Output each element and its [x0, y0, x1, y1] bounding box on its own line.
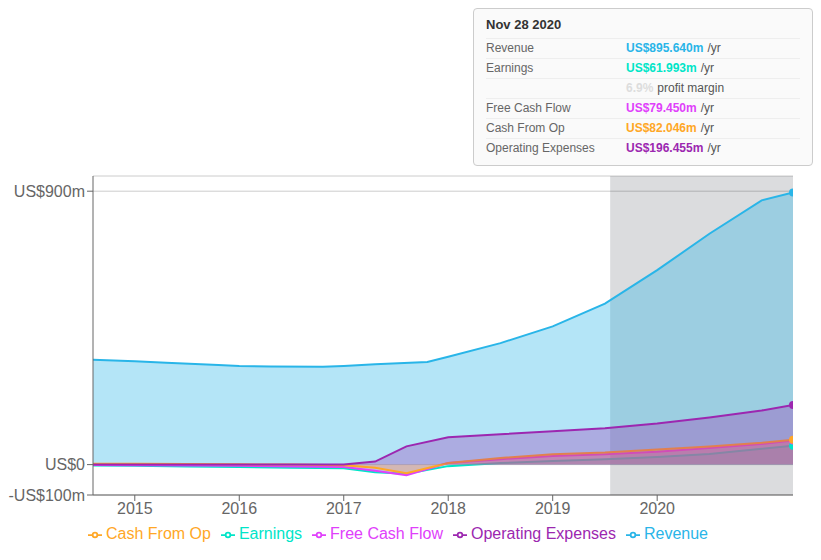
- html-text:Operating Expenses: Operating Expenses: [471, 525, 616, 542]
- svg-text:US$900m: US$900m: [14, 183, 85, 200]
- html-text:Free Cash Flow: Free Cash Flow: [486, 101, 571, 115]
- html-text:Earnings: Earnings: [238, 525, 303, 542]
- svg-text:2020: 2020: [639, 500, 675, 517]
- html-text:US$895.640m /yr: US$895.640m /yr: [626, 41, 721, 55]
- html-text:US$82.046m /yr: US$82.046m /yr: [626, 121, 715, 135]
- svg-text:2015: 2015: [117, 500, 153, 517]
- html-text:6.9% profit margin: 6.9% profit margin: [626, 81, 725, 95]
- html-text:Cash From Op: Cash From Op: [486, 121, 565, 135]
- html-text:Earnings: Earnings: [486, 61, 534, 75]
- html-text:Revenue: Revenue: [644, 525, 708, 542]
- html-text:US$61.993m /yr: US$61.993m /yr: [626, 61, 715, 75]
- svg-text:2019: 2019: [535, 500, 571, 517]
- svg-text:-US$100m: -US$100m: [9, 487, 85, 504]
- html-text:Operating Expenses: Operating Expenses: [486, 141, 595, 155]
- svg-text:2016: 2016: [221, 500, 257, 517]
- html-text:Free Cash Flow: Free Cash Flow: [330, 525, 443, 542]
- html-text:Nov 28 2020: Nov 28 2020: [486, 17, 562, 32]
- svg-text:US$0: US$0: [45, 456, 85, 473]
- svg-text:2018: 2018: [430, 500, 466, 517]
- html-text:US$196.455m /yr: US$196.455m /yr: [626, 141, 721, 155]
- html-text:Revenue: Revenue: [486, 41, 534, 55]
- html-text:Cash From Op: Cash From Op: [106, 525, 211, 542]
- html-text:US$79.450m /yr: US$79.450m /yr: [626, 101, 715, 115]
- svg-text:2017: 2017: [326, 500, 362, 517]
